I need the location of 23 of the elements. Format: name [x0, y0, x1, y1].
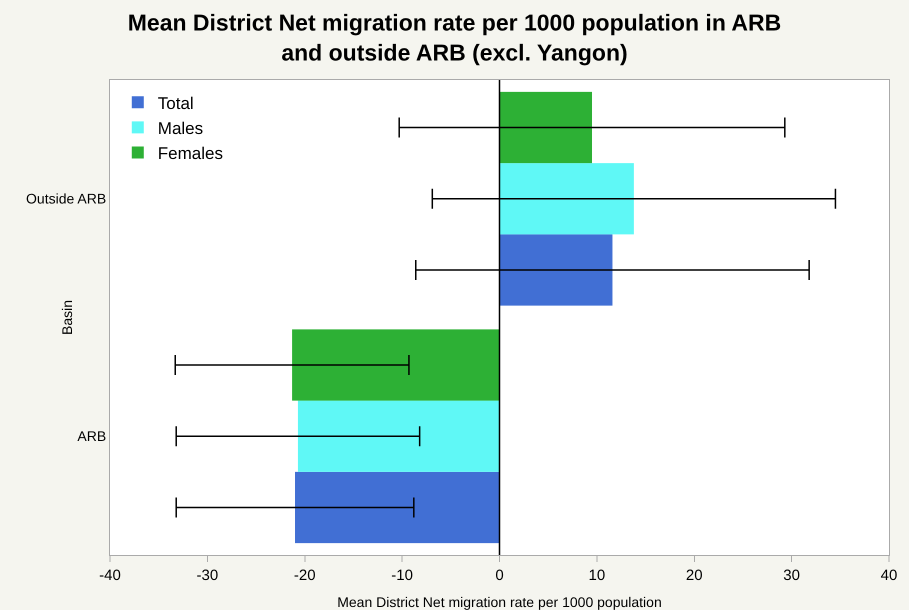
- y-axis-title: Basin: [59, 300, 75, 336]
- y-tick-label: ARB: [77, 428, 106, 444]
- legend-label: Total: [158, 94, 194, 113]
- x-tick-label: -40: [99, 567, 121, 584]
- bar: [500, 234, 612, 306]
- bar: [295, 472, 500, 544]
- x-tick-label: 10: [588, 567, 606, 584]
- x-tick-label: -20: [294, 567, 316, 584]
- x-tick-label: 40: [880, 567, 898, 584]
- legend-label: Females: [158, 144, 223, 164]
- x-tick-label: 20: [686, 567, 703, 584]
- chart-title: Mean District Net migration rate per 1000 population in ARB and outside ARB (excl. Yangon): [128, 10, 782, 66]
- legend-label: Males: [158, 119, 204, 138]
- x-tick-label: 0: [495, 567, 504, 584]
- x-tick-label: 30: [783, 567, 800, 584]
- bar: [292, 329, 500, 401]
- bar: [298, 400, 500, 472]
- y-tick-label: Outside ARB: [26, 190, 106, 207]
- x-axis-title: Mean District Net migration rate per 1000 population: [337, 594, 662, 610]
- bar: [500, 163, 634, 234]
- bar: [500, 92, 592, 164]
- x-tick-label: -10: [391, 567, 413, 584]
- x-tick-label: -30: [196, 567, 218, 584]
